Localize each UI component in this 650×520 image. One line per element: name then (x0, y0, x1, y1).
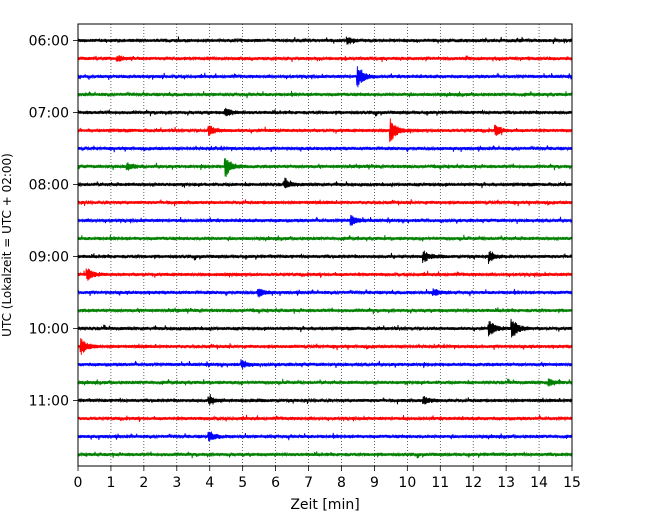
trace-0815 (77, 199, 573, 207)
x-tick-label: 8 (337, 475, 346, 491)
x-tick-label: 6 (271, 475, 280, 491)
x-tick-label: 11 (431, 475, 449, 491)
trace-0645 (77, 90, 573, 99)
x-axis-ticks: 0 1 2 3 4 5 6 7 8 9 10 11 12 13 14 15 (74, 466, 581, 491)
trace-0915 (77, 268, 573, 281)
trace-0745 (77, 158, 573, 177)
y-tick-label: 06:00 (29, 34, 69, 50)
trace-0900 (77, 250, 573, 265)
x-tick-label: 3 (172, 475, 181, 491)
x-tick-label: 9 (370, 475, 379, 491)
y-tick-label: 10:00 (29, 322, 69, 338)
x-tick-label: 2 (139, 475, 148, 491)
trace-0930 (77, 288, 573, 298)
trace-1000 (77, 318, 573, 338)
x-tick-label: 12 (464, 475, 482, 491)
x-tick-label: 0 (74, 475, 83, 491)
x-tick-label: 10 (398, 475, 416, 491)
trace-1045 (77, 378, 573, 387)
trace-0715 (77, 118, 573, 143)
trace-0700 (77, 107, 573, 117)
x-tick-label: 15 (563, 475, 581, 491)
x-tick-label: 14 (530, 475, 548, 491)
trace-0730 (77, 145, 573, 153)
y-tick-label: 08:00 (29, 178, 69, 194)
trace-1030 (77, 359, 573, 370)
x-tick-label: 5 (238, 475, 247, 491)
trace-0615 (77, 55, 573, 63)
y-tick-label: 07:00 (29, 106, 69, 122)
trace-0945 (77, 307, 573, 315)
y-axis-ticks: 06:00 07:00 08:00 09:00 10:00 11:00 (29, 34, 78, 410)
x-tick-label: 4 (205, 475, 214, 491)
traces (77, 36, 573, 459)
trace-1130 (77, 431, 573, 442)
trace-1100 (77, 393, 573, 406)
trace-0845 (77, 234, 573, 242)
trace-0800 (77, 177, 573, 189)
plot-area (78, 24, 572, 466)
trace-0600 (77, 36, 573, 45)
trace-0630 (77, 66, 573, 88)
trace-1115 (77, 414, 573, 422)
trace-1015 (77, 338, 573, 355)
y-tick-label: 09:00 (29, 250, 69, 266)
x-axis-label: Zeit [min] (290, 497, 359, 513)
y-axis-label: UTC (Lokalzeit = UTC + 02:00) (0, 153, 14, 337)
x-tick-label: 1 (106, 475, 115, 491)
x-tick-label: 13 (497, 475, 515, 491)
y-tick-label: 11:00 (29, 394, 69, 410)
x-tick-label: 7 (304, 475, 313, 491)
trace-0830 (77, 214, 573, 226)
trace-1145 (77, 451, 573, 459)
plot-frame (77, 23, 573, 467)
